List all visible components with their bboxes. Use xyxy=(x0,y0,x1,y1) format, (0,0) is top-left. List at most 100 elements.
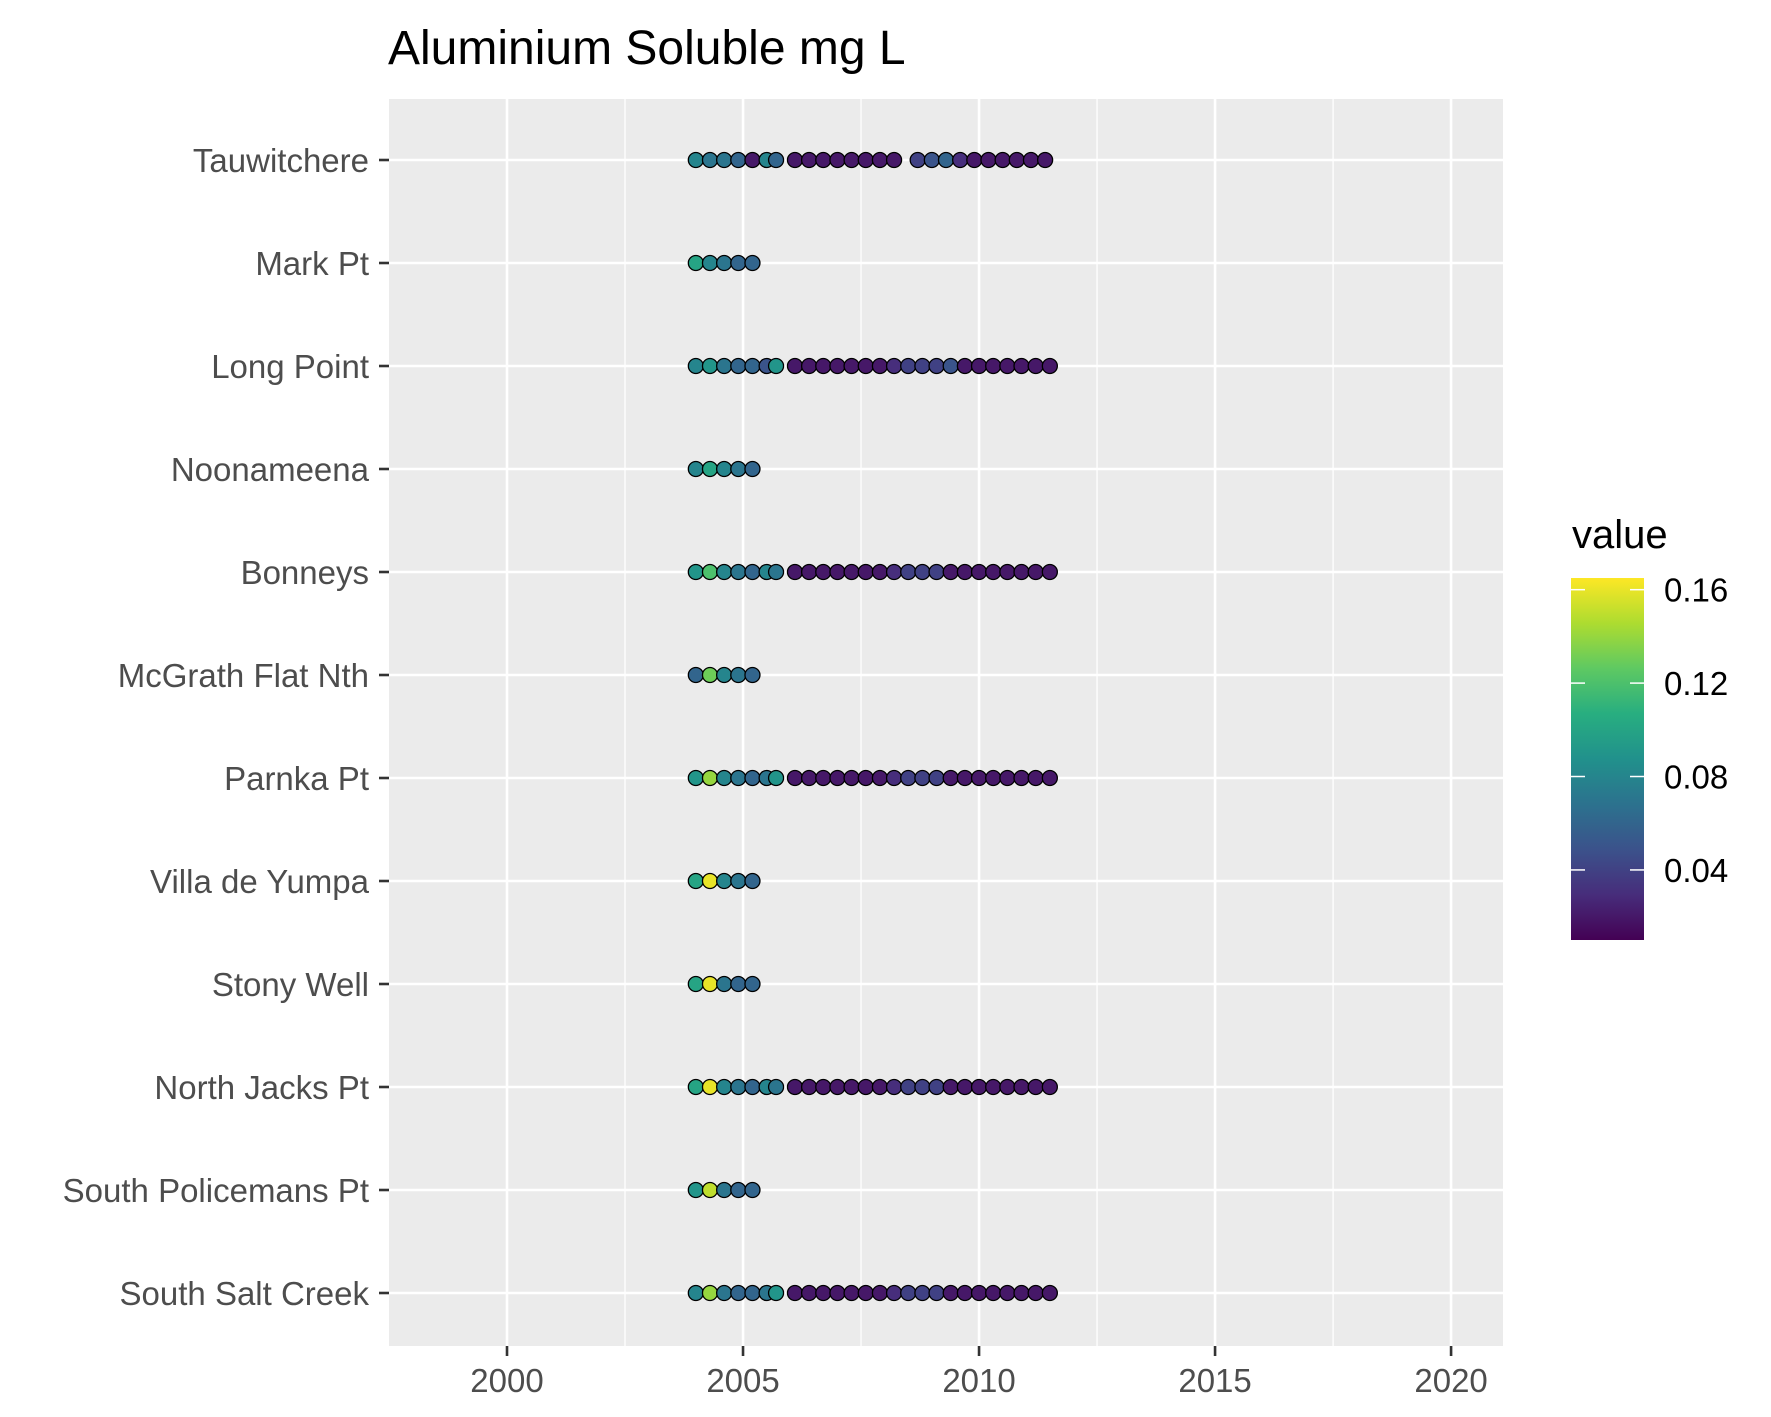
data-point xyxy=(730,460,747,478)
data-point xyxy=(956,1078,974,1096)
data-point xyxy=(871,563,889,581)
data-point xyxy=(937,151,955,169)
data-point xyxy=(999,1284,1016,1302)
data-point xyxy=(744,769,761,787)
data-point xyxy=(744,460,761,478)
data-point xyxy=(687,1078,704,1096)
data-point xyxy=(1041,1284,1058,1302)
data-point xyxy=(767,1078,785,1096)
data-point xyxy=(701,563,719,581)
data-point xyxy=(942,357,959,375)
data-point xyxy=(1013,1284,1030,1302)
chart-title: Aluminium Soluble mg L xyxy=(388,22,906,75)
data-point xyxy=(1036,151,1054,169)
data-point xyxy=(815,1284,832,1302)
data-point xyxy=(999,1078,1016,1096)
legend-colorbar xyxy=(1571,578,1644,940)
data-point xyxy=(928,769,945,787)
data-point xyxy=(715,769,733,787)
data-point xyxy=(786,357,804,375)
data-point xyxy=(843,1078,860,1096)
data-point xyxy=(885,151,903,169)
data-point xyxy=(829,357,846,375)
data-point xyxy=(1027,1284,1044,1302)
data-point xyxy=(744,1284,761,1302)
data-point xyxy=(786,563,804,581)
data-point xyxy=(767,1284,785,1302)
data-point xyxy=(744,975,761,993)
data-point xyxy=(871,1284,889,1302)
data-point xyxy=(952,151,969,169)
data-point xyxy=(900,769,917,787)
data-point xyxy=(1013,563,1030,581)
legend-ticks: 0.04 0.08 0.12 0.16 xyxy=(1571,572,1728,889)
data-point xyxy=(687,1181,704,1199)
y-tick-label: Villa de Yumpa xyxy=(150,863,370,900)
data-point xyxy=(829,563,846,581)
data-point xyxy=(701,769,719,787)
data-point xyxy=(843,151,860,169)
data-point xyxy=(701,1181,719,1199)
data-point xyxy=(715,151,733,169)
data-point xyxy=(730,975,747,993)
data-point xyxy=(985,357,1002,375)
data-point xyxy=(956,769,974,787)
data-point xyxy=(994,151,1011,169)
data-point xyxy=(970,1284,988,1302)
x-axis: 2000 2005 2010 2015 2020 xyxy=(470,1346,1488,1399)
data-point xyxy=(928,1078,945,1096)
data-point xyxy=(800,357,818,375)
data-point xyxy=(715,563,733,581)
data-point xyxy=(857,769,874,787)
data-point xyxy=(744,563,761,581)
data-point xyxy=(744,1078,761,1096)
data-point xyxy=(730,254,747,272)
data-point xyxy=(871,357,889,375)
data-point xyxy=(843,1284,860,1302)
data-point xyxy=(1013,1078,1030,1096)
data-point xyxy=(885,1078,903,1096)
x-tick-label: 2000 xyxy=(470,1362,543,1399)
data-point xyxy=(786,769,804,787)
data-point xyxy=(928,563,945,581)
data-point xyxy=(999,357,1016,375)
data-point xyxy=(970,769,988,787)
data-point xyxy=(687,1284,704,1302)
data-point xyxy=(1008,151,1025,169)
data-point xyxy=(715,666,733,684)
data-point xyxy=(701,357,719,375)
data-point xyxy=(687,357,704,375)
data-point xyxy=(800,151,818,169)
data-point xyxy=(715,975,733,993)
data-point xyxy=(744,357,761,375)
data-point xyxy=(800,1284,818,1302)
data-point xyxy=(970,357,988,375)
data-point xyxy=(701,151,719,169)
data-point xyxy=(857,1284,874,1302)
data-point xyxy=(829,769,846,787)
data-point xyxy=(956,563,974,581)
y-axis: Tauwitchere Mark Pt Long Point Noonameena Bo… xyxy=(63,142,389,1312)
data-point xyxy=(1027,357,1044,375)
data-point xyxy=(829,1078,846,1096)
data-point xyxy=(687,769,704,787)
data-point xyxy=(885,357,903,375)
data-point xyxy=(767,151,785,169)
legend-tick-label: 0.16 xyxy=(1664,572,1728,609)
plot-panel xyxy=(389,99,1503,1346)
data-point xyxy=(900,1284,917,1302)
data-point xyxy=(942,1078,959,1096)
data-point xyxy=(829,151,846,169)
x-tick-label: 2010 xyxy=(942,1362,1015,1399)
data-point xyxy=(871,769,889,787)
data-point xyxy=(701,254,719,272)
data-point xyxy=(815,769,832,787)
y-tick-label: Noonameena xyxy=(171,451,370,488)
data-point xyxy=(966,151,983,169)
data-point xyxy=(857,151,874,169)
data-point xyxy=(730,872,747,890)
legend: value 0.04 0.08 0.12 0.16 xyxy=(1571,513,1728,940)
data-point xyxy=(843,563,860,581)
data-point xyxy=(857,563,874,581)
